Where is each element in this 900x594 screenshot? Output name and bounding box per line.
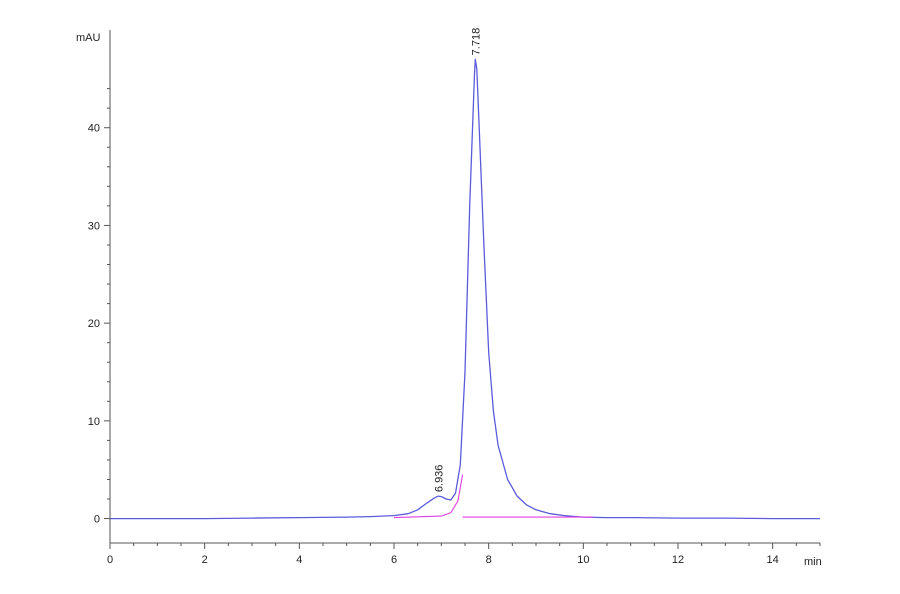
signal-trace bbox=[110, 58, 820, 520]
y-tick-label: 30 bbox=[88, 220, 100, 232]
axes bbox=[104, 30, 821, 549]
x-tick-label: 14 bbox=[767, 554, 779, 566]
y-tick-label: 40 bbox=[88, 123, 100, 135]
peak-label: 6.936 bbox=[433, 465, 445, 493]
y-tick-label: 0 bbox=[94, 514, 100, 526]
y-tick-label: 10 bbox=[88, 416, 100, 428]
x-tick-label: 8 bbox=[486, 554, 492, 566]
x-tick-label: 12 bbox=[672, 554, 684, 566]
x-tick-label: 2 bbox=[202, 554, 208, 566]
x-tick-label: 0 bbox=[107, 554, 113, 566]
y-tick-label: 20 bbox=[88, 318, 100, 330]
integration-baseline bbox=[393, 474, 464, 519]
labels: mAU min 0 2 4 6 8 10 12 14 0 10 20 30 40 6.936 7.718 bbox=[76, 28, 822, 568]
peak-label: 7.718 bbox=[470, 28, 482, 56]
y-axis-unit: mAU bbox=[76, 32, 101, 44]
x-axis-unit: min bbox=[804, 556, 822, 568]
x-tick-label: 10 bbox=[577, 554, 589, 566]
plot-lines bbox=[110, 58, 820, 520]
x-tick-label: 6 bbox=[391, 554, 397, 566]
x-tick-label: 4 bbox=[296, 554, 302, 566]
